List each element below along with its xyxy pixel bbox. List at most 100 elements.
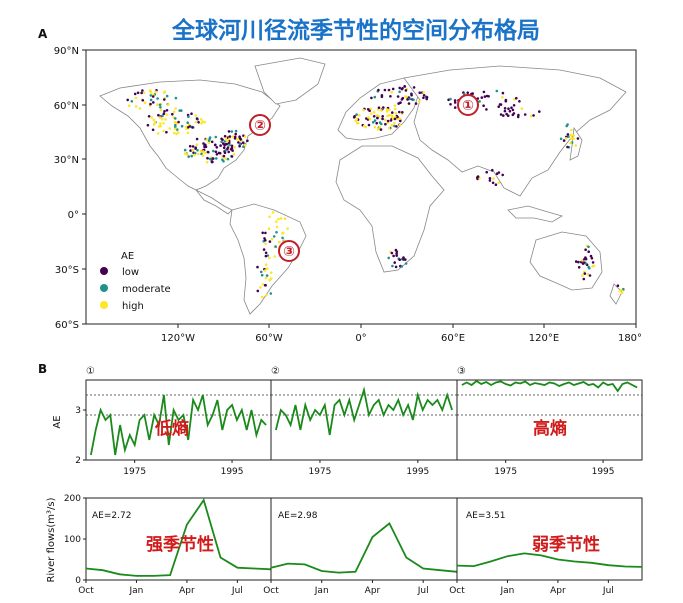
station-dot: [393, 124, 396, 128]
station-dot: [141, 99, 145, 102]
station-dot: [225, 142, 229, 146]
lon-tick-120e: 120°E: [529, 333, 559, 344]
station-dot: [174, 107, 177, 110]
station-dot: [507, 107, 510, 110]
station-dot: [156, 132, 160, 135]
y-tick-label: 3: [75, 406, 81, 416]
station-dot: [265, 293, 268, 297]
station-dot: [422, 91, 425, 94]
station-dot: [189, 149, 192, 152]
station-dot: [393, 104, 397, 107]
low-entropy-annotation: 低熵: [154, 418, 189, 439]
station-dot: [569, 141, 572, 145]
station-dot: [517, 113, 520, 117]
station-dot: [126, 98, 129, 102]
marker-3: ③: [278, 240, 300, 262]
station-dot: [221, 138, 224, 141]
panel-3-header: ③: [457, 366, 466, 377]
station-dot: [268, 278, 271, 282]
station-dot: [589, 254, 593, 258]
station-dot: [185, 153, 189, 156]
station-dot: [398, 86, 402, 90]
station-dot: [227, 150, 230, 154]
station-dot: [268, 240, 272, 243]
station-dot: [199, 149, 203, 153]
station-dot: [390, 114, 394, 117]
station-dot: [223, 134, 227, 138]
station-dot: [520, 107, 524, 110]
station-dot: [497, 181, 501, 184]
station-dot: [275, 225, 279, 229]
station-dot: [138, 107, 142, 110]
station-dot: [476, 175, 480, 179]
station-dot: [572, 134, 575, 137]
station-dot: [390, 251, 394, 255]
station-dot: [466, 91, 470, 94]
station-dot: [485, 108, 488, 111]
station-dot: [616, 284, 620, 288]
station-dot: [165, 113, 168, 116]
legend-high-swatch: [100, 301, 108, 309]
station-dot: [583, 272, 587, 275]
station-dot: [404, 258, 407, 261]
station-dot: [220, 140, 223, 144]
station-dot: [149, 89, 152, 92]
station-dot: [133, 92, 137, 96]
station-dot: [387, 256, 391, 260]
station-dot: [283, 217, 287, 220]
lat-tick-30s: 30°S: [55, 265, 79, 276]
station-dot: [487, 95, 490, 98]
station-dot: [506, 114, 510, 117]
ae-chart-1: 1975 1995 2 3: [75, 379, 272, 477]
station-dot: [205, 160, 209, 164]
station-dot: [383, 118, 387, 122]
x-tick-label: Apr: [550, 586, 566, 596]
station-dot: [151, 95, 155, 98]
station-dot: [372, 111, 376, 114]
new-zealand-outline: [609, 283, 623, 305]
station-dot: [236, 137, 239, 141]
station-dot: [187, 115, 190, 118]
station-dot: [495, 172, 499, 175]
station-dot: [259, 286, 262, 289]
station-dot: [164, 118, 167, 121]
gauge-station-points: [126, 85, 625, 299]
ae-series-line: [461, 379, 638, 393]
station-dot: [501, 91, 505, 95]
station-dot: [391, 111, 394, 114]
station-dot: [173, 127, 177, 131]
station-dot: [380, 109, 383, 112]
station-dot: [391, 264, 394, 268]
station-dot: [223, 151, 227, 154]
x-tick-label: Oct: [263, 586, 279, 596]
station-dot: [180, 124, 184, 128]
station-dot: [562, 139, 566, 142]
station-dot: [392, 254, 395, 258]
map-lat-axis: 90°N 60°N 30°N 0° 30°S 60°S: [54, 46, 86, 331]
station-dot: [222, 154, 226, 158]
ae-ylabel: AE: [52, 415, 63, 428]
station-dot: [162, 91, 166, 94]
station-dot: [281, 236, 284, 240]
station-dot: [513, 98, 516, 101]
station-dot: [402, 256, 405, 259]
station-dot: [566, 145, 569, 149]
station-dot: [532, 114, 535, 117]
station-dot: [523, 113, 527, 116]
station-dot: [362, 108, 365, 112]
station-dot: [172, 110, 176, 114]
station-dot: [183, 148, 187, 152]
station-dot: [157, 113, 160, 117]
station-dot: [390, 124, 394, 127]
station-dot: [168, 127, 171, 130]
station-dot: [264, 263, 268, 267]
station-dot: [478, 100, 481, 103]
station-dot: [190, 154, 193, 158]
station-dot: [246, 139, 249, 143]
station-dot: [355, 113, 358, 116]
legend-high-label: high: [122, 301, 144, 312]
station-dot: [574, 260, 578, 263]
station-dot: [569, 133, 573, 137]
station-dot: [264, 251, 268, 255]
